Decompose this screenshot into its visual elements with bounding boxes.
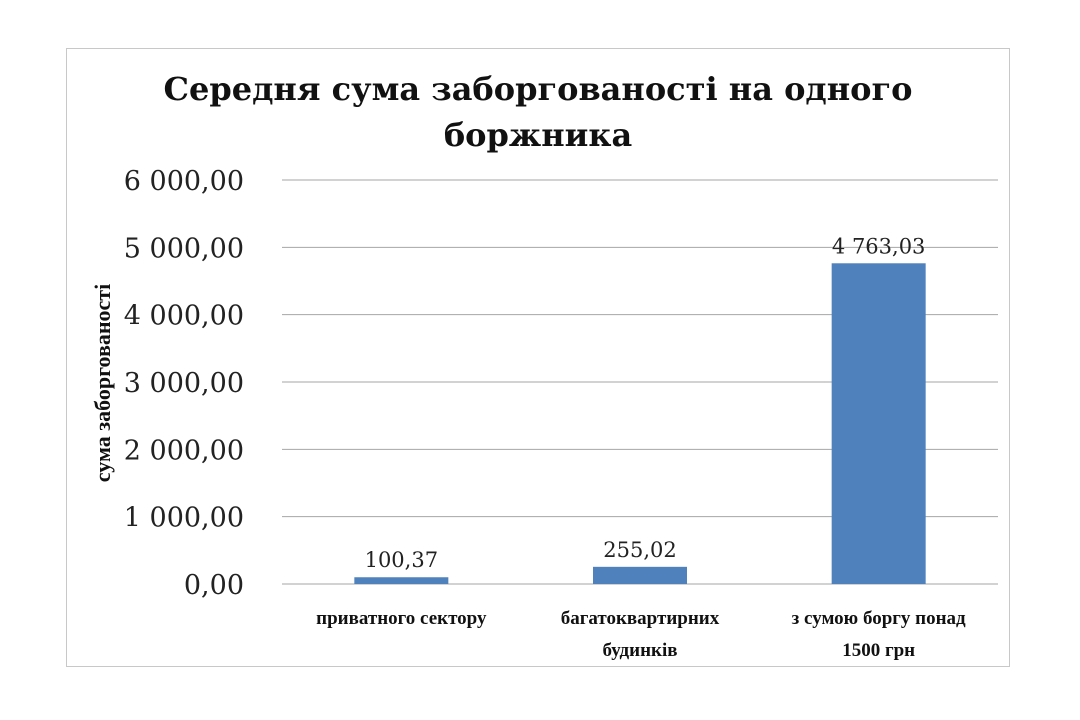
y-tick-label: 6 000,00 [124, 166, 244, 197]
data-label: 255,02 [603, 538, 676, 562]
data-label: 4 763,03 [832, 234, 926, 258]
chart-title-line-1: Середня сума заборгованості на одного [163, 70, 913, 108]
y-tick-label: 5 000,00 [124, 233, 244, 264]
bar [831, 263, 926, 584]
y-tick-label: 3 000,00 [124, 368, 244, 399]
bar [354, 577, 449, 584]
y-tick-labels: 0,00 1 000,00 2 000,00 3 000,00 4 000,00 5 00… [124, 166, 244, 601]
y-tick-label: 0,00 [184, 570, 244, 601]
y-tick-label: 2 000,00 [124, 435, 244, 466]
bars [354, 263, 926, 584]
category-label: приватного сектору [316, 608, 487, 629]
category-label: багатоквартирних будинків [561, 608, 720, 661]
chart-title-line-2: боржника [443, 116, 633, 154]
y-tick-label: 1 000,00 [124, 503, 244, 534]
value-labels: 100,37 255,02 4 763,03 [365, 234, 926, 572]
category-label: з сумою боргу понад 1500 грн [792, 608, 966, 661]
data-label: 100,37 [365, 548, 438, 572]
y-tick-label: 4 000,00 [124, 301, 244, 332]
bar [593, 566, 687, 584]
chart-title: Середня сума заборгованості на одного бо… [66, 66, 1010, 158]
y-axis-label: сума заборгованості [90, 284, 115, 482]
category-labels: приватного сектору багатоквартирних будинк… [316, 608, 966, 661]
